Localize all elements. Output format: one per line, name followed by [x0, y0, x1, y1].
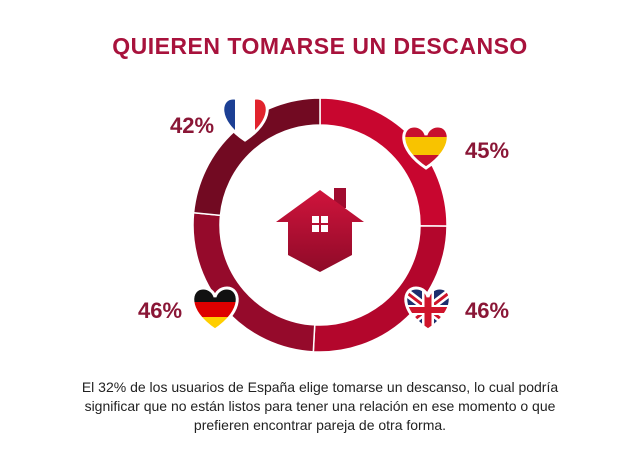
value-label: 42% [170, 113, 214, 138]
chart-title: QUIEREN TOMARSE UN DESCANSO [112, 33, 528, 59]
value-label: 46% [465, 298, 509, 323]
caption: El 32% de los usuarios de España elige t… [81, 379, 559, 433]
value-label: 46% [138, 298, 182, 323]
donut-segment [192, 97, 321, 217]
value-label: 45% [465, 138, 509, 163]
house-icon [276, 188, 364, 272]
